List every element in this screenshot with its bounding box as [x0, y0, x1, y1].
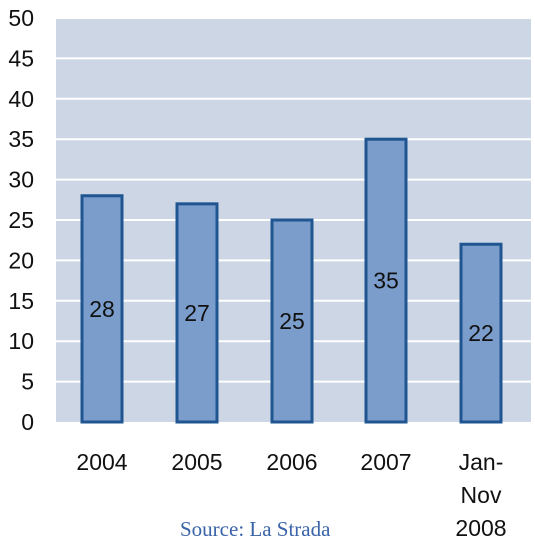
bar	[175, 202, 219, 424]
bar	[364, 137, 408, 424]
x-category-label: 2007	[360, 449, 411, 475]
x-category-label: 2008	[455, 515, 506, 541]
y-tick-label: 35	[8, 126, 34, 152]
bars	[80, 137, 503, 424]
data-labels: 28 27 25 35 22	[89, 268, 494, 347]
y-tick-label: 20	[8, 247, 34, 273]
bar	[270, 218, 314, 424]
y-axis-tick-labels: 0 5 10 15 20 25 30 35 40 45 50	[8, 5, 34, 435]
x-category-label: Nov	[461, 482, 502, 508]
bar	[459, 242, 503, 424]
y-tick-label: 25	[8, 207, 34, 233]
bar	[80, 194, 124, 424]
bar-value-label: 28	[89, 296, 115, 322]
source-note: Source: La Strada	[180, 517, 331, 541]
x-category-label: Jan-	[459, 449, 504, 475]
y-tick-label: 10	[8, 328, 34, 354]
x-category-label: 2005	[171, 449, 222, 475]
bar-value-label: 25	[279, 308, 305, 334]
y-tick-label: 30	[8, 167, 34, 193]
x-category-label: 2006	[266, 449, 317, 475]
x-category-label: 2004	[76, 449, 127, 475]
bar-value-label: 22	[468, 320, 494, 346]
y-tick-label: 50	[8, 5, 34, 31]
bar-value-label: 35	[373, 268, 399, 294]
x-axis-category-labels: 2004 2005 2006 2007 Jan- Nov 2008	[76, 449, 506, 541]
y-tick-label: 5	[21, 369, 34, 395]
y-tick-label: 45	[8, 45, 34, 71]
y-tick-label: 15	[8, 288, 34, 314]
y-tick-label: 40	[8, 86, 34, 112]
bar-value-label: 27	[184, 300, 210, 326]
y-tick-label: 0	[21, 409, 34, 435]
